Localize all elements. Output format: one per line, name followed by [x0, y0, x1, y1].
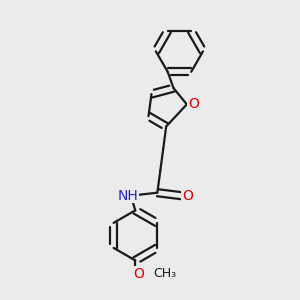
Text: NH: NH	[118, 189, 138, 202]
Text: O: O	[182, 189, 193, 202]
Text: O: O	[188, 98, 199, 111]
Text: O: O	[134, 267, 144, 281]
Text: CH₃: CH₃	[153, 267, 176, 280]
